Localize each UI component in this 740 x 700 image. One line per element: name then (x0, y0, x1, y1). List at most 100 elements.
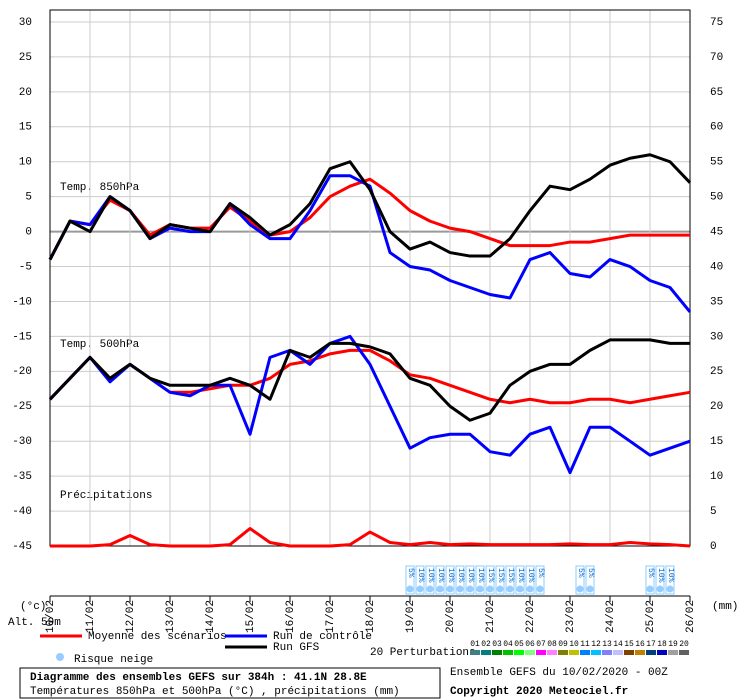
perturbation-label: 10 (569, 640, 579, 649)
subtitle: Températures 850hPa et 500hPa (°C) , pré… (30, 686, 400, 698)
perturbation-swatch (679, 650, 689, 655)
x-tick-label: 10/02 (45, 600, 57, 633)
snow-label: 10% (516, 568, 525, 583)
perturbation-swatch (470, 650, 480, 655)
snow-box (495, 565, 505, 595)
y-tick-label: -10 (12, 296, 32, 308)
x-tick-label: 21/02 (485, 600, 497, 633)
perturbation-swatch (602, 650, 612, 655)
snow-box (485, 565, 495, 595)
snowflake (446, 585, 454, 593)
y-tick-label: -20 (12, 366, 32, 378)
x-tick-label: 22/02 (525, 600, 537, 633)
x-tick-label: 25/02 (645, 600, 657, 633)
snowflake (656, 585, 664, 593)
y-tick-label: 30 (19, 17, 32, 29)
series-line (48, 153, 692, 261)
y2-tick-label: 45 (710, 227, 723, 239)
perturbation-label: 01 (470, 640, 480, 649)
snowflake (436, 585, 444, 593)
snow-label: 10% (416, 568, 425, 583)
perturbation-swatch (536, 650, 546, 655)
snow-label: 15% (496, 568, 505, 583)
perturbation-swatch (503, 650, 513, 655)
perturbation-label: 08 (547, 640, 557, 649)
perturbation-swatch (514, 650, 524, 655)
y2-tick-label: 5 (710, 506, 717, 518)
altitude: Alt. 59m (8, 617, 61, 629)
legend-label: Risque neige (74, 654, 153, 666)
x-tick-label: 11/02 (85, 600, 97, 633)
perturbation-label: 18 (657, 640, 667, 649)
legend-label: Moyenne des scénarios (88, 631, 227, 643)
perturbation-swatch (558, 650, 568, 655)
snowflake (506, 585, 514, 593)
y2-tick-label: 35 (710, 296, 723, 308)
footer-box (19, 667, 441, 699)
y-axis-label: (°c) (20, 601, 46, 613)
y2-tick-label: 75 (710, 17, 723, 29)
perturbation-label: 12 (591, 640, 601, 649)
snow-label: 5% (586, 568, 595, 578)
snow-box (475, 565, 485, 595)
y2-tick-label: 65 (710, 87, 723, 99)
snowflake (646, 585, 654, 593)
snow-box (505, 565, 515, 595)
y2-axis-label: (mm) (712, 601, 738, 613)
x-tick-label: 15/02 (245, 600, 257, 633)
perturbation-label: 11 (580, 640, 590, 649)
snow-label: 10% (446, 568, 455, 583)
snow-label: 15% (486, 568, 495, 583)
snow-box (585, 565, 595, 595)
snow-box (655, 565, 665, 595)
snowflake (496, 585, 504, 593)
snow-label: 5% (536, 568, 545, 578)
snow-box (575, 565, 585, 595)
x-tick-label: 12/02 (125, 600, 137, 633)
snowflake (486, 585, 494, 593)
perturbation-swatch (569, 650, 579, 655)
plot-frame (49, 9, 691, 547)
perturbation-swatch (547, 650, 557, 655)
snow-label: 10% (466, 568, 475, 583)
perturbation-swatch (657, 650, 667, 655)
run-info: Ensemble GEFS du 10/02/2020 - 00Z (450, 667, 668, 679)
perturbation-swatch (591, 650, 601, 655)
snowflake (666, 585, 674, 593)
snow-label: 10% (666, 568, 675, 583)
snow-box (435, 565, 445, 595)
perturbation-label: 16 (635, 640, 645, 649)
perturbation-label: 09 (558, 640, 568, 649)
y-tick-label: -35 (12, 471, 32, 483)
snowflake (576, 585, 584, 593)
snow-label: 10% (476, 568, 485, 583)
perturbation-swatch (646, 650, 656, 655)
series-line (48, 177, 690, 261)
y-tick-label: 5 (25, 192, 32, 204)
perturbation-swatch (613, 650, 623, 655)
snow-label: 10% (456, 568, 465, 583)
snow-box (465, 565, 475, 595)
snowflake (416, 585, 424, 593)
legend-label: Run GFS (273, 642, 320, 654)
y-tick-label: -40 (12, 506, 32, 518)
x-tick-label: 26/02 (685, 600, 697, 633)
y2-tick-label: 30 (710, 331, 723, 343)
copyright: Copyright 2020 Meteociel.fr (450, 686, 628, 698)
perturbation-label: 04 (503, 640, 513, 649)
legend-label: Run de contrôle (273, 631, 372, 643)
series-line (48, 338, 690, 422)
series-line (50, 527, 691, 548)
snow-label: 10% (436, 568, 445, 583)
y-tick-label: -30 (12, 436, 32, 448)
x-tick-label: 14/02 (205, 600, 217, 633)
y-tick-label: 15 (19, 122, 32, 134)
snow-label: 5% (576, 568, 585, 578)
perturbation-label: 07 (536, 640, 546, 649)
snowflake (426, 585, 434, 593)
snowflake (526, 585, 534, 593)
snow-box (425, 565, 435, 595)
panel-label: Temp. 850hPa (60, 182, 140, 194)
legend-label: 20 Perturbations (370, 647, 476, 659)
y-tick-label: -15 (12, 331, 32, 343)
